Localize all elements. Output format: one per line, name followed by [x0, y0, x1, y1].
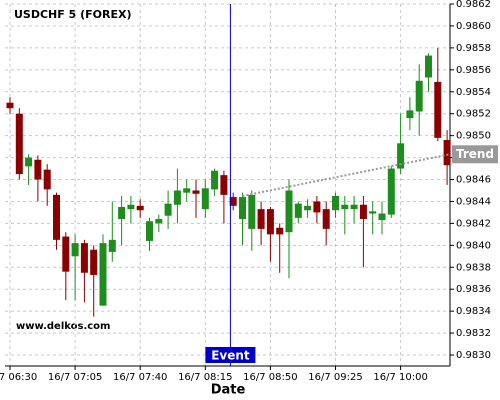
y-tick-label: 0.9858	[456, 43, 491, 54]
y-tick-label: 0.9842	[456, 218, 491, 229]
candle-body	[304, 205, 312, 211]
candle-body	[378, 213, 386, 221]
y-tick-label: 0.9834	[456, 306, 491, 317]
candle-body	[239, 197, 246, 220]
y-tick-label: 0.9862	[456, 0, 491, 10]
candle-body	[257, 209, 265, 229]
candle-body	[164, 203, 172, 216]
trend-label: Trend	[456, 147, 494, 161]
candle-body	[387, 168, 395, 215]
y-tick-label: 0.9860	[456, 21, 491, 32]
y-tick-label: 0.9852	[456, 109, 491, 120]
candle-body	[183, 188, 191, 193]
candle-body	[80, 243, 88, 273]
candle-body	[406, 110, 414, 119]
candle-body	[71, 243, 79, 257]
candle-body	[108, 239, 116, 252]
candle-body	[53, 194, 60, 240]
candle-body	[266, 209, 274, 235]
x-tick-label: 16/7 08:15	[178, 372, 232, 383]
watermark: www.delkos.com	[16, 321, 110, 332]
candle-body	[276, 227, 284, 235]
candle-body	[192, 190, 200, 194]
y-tick-label: 0.9832	[456, 328, 491, 339]
candle-body	[43, 169, 51, 190]
candle-body	[99, 243, 107, 306]
candle-body	[62, 236, 70, 272]
candle-body	[341, 204, 349, 210]
candle-body	[136, 205, 144, 211]
y-tick-label: 0.9850	[456, 131, 491, 142]
y-tick-label: 0.9844	[456, 196, 491, 207]
x-axis-title: Date	[211, 383, 246, 398]
x-tick-label: 16/7 06:30	[0, 372, 37, 383]
y-tick-label: 0.9856	[456, 65, 491, 76]
candle-body	[6, 102, 14, 109]
event-label: Event	[211, 349, 250, 363]
candle-body	[34, 159, 42, 180]
candle-body	[332, 195, 339, 211]
y-tick-label: 0.9836	[456, 284, 491, 295]
candle-body	[434, 81, 442, 138]
y-tick-label: 0.9846	[456, 175, 491, 186]
candle-body	[211, 170, 219, 190]
y-tick-label: 0.9838	[456, 262, 491, 273]
candle-body	[350, 204, 358, 210]
trend-label-box	[452, 145, 498, 164]
candle-body	[15, 113, 23, 175]
candle-body	[90, 249, 98, 275]
trend-line	[242, 153, 451, 197]
x-tick-label: 16/7 08:50	[243, 372, 297, 383]
candle-body	[201, 188, 209, 210]
candle-body	[25, 157, 33, 167]
candle-body	[155, 219, 163, 224]
x-tick-label: 16/7 09:25	[308, 372, 362, 383]
candle-body	[146, 221, 153, 241]
chart-title: USDCHF 5 (FOREX)	[14, 8, 131, 21]
x-tick-label: 16/7 07:40	[113, 372, 167, 383]
candle-body	[127, 204, 135, 210]
candle-body	[359, 204, 367, 220]
x-tick-label: 16/7 10:00	[373, 372, 427, 383]
candle-body	[415, 80, 423, 112]
candle-body	[425, 55, 432, 78]
candle-body	[443, 140, 451, 166]
candle-body	[369, 211, 377, 214]
candle-body	[248, 194, 256, 229]
x-tick-label: 16/7 07:05	[48, 372, 102, 383]
candle-body	[220, 175, 228, 195]
candle-body	[229, 197, 237, 206]
candle-body	[313, 201, 321, 213]
candle-body	[285, 190, 293, 233]
candle-body	[173, 190, 181, 205]
y-tick-label: 0.9840	[456, 240, 491, 251]
y-tick-label: 0.9854	[456, 87, 491, 98]
event-label-box	[205, 347, 256, 363]
candle-body	[118, 206, 126, 220]
candle-body	[397, 143, 405, 169]
y-tick-label: 0.9830	[456, 350, 491, 361]
candle-body	[294, 203, 302, 218]
candle-body	[322, 209, 330, 229]
